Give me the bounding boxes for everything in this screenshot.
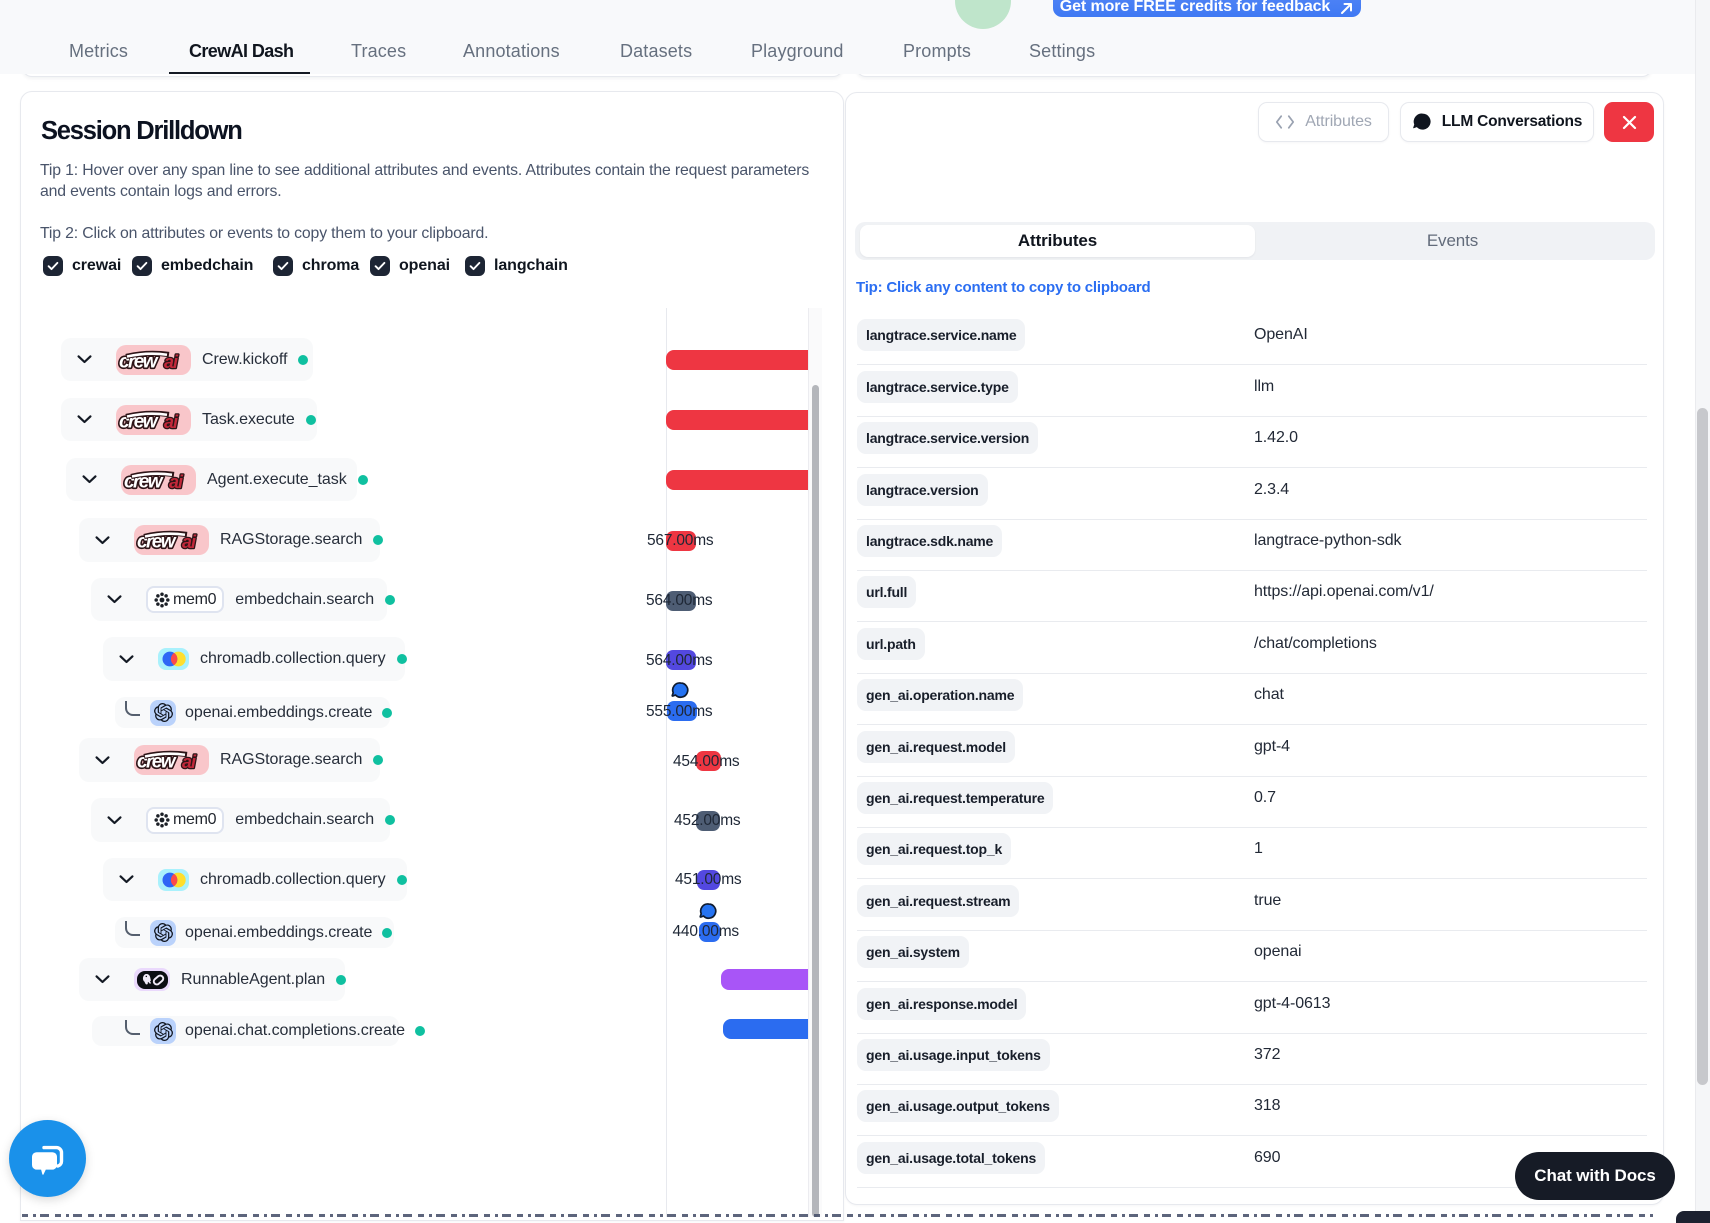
svg-text:ai: ai [164, 412, 179, 432]
svg-text:ai: ai [169, 472, 184, 492]
svg-text:ai: ai [164, 352, 179, 372]
svg-text:ai: ai [182, 752, 197, 772]
svg-text:ai: ai [182, 532, 197, 552]
